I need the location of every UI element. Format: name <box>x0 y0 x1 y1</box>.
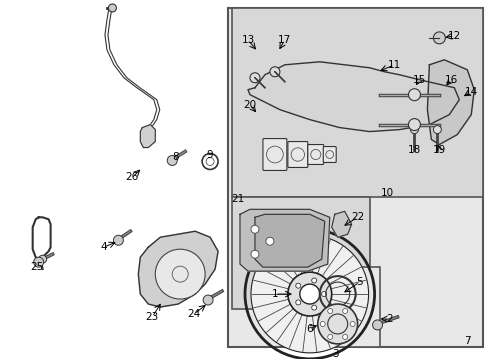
Text: 19: 19 <box>432 144 445 154</box>
Text: 18: 18 <box>407 144 420 154</box>
Text: 9: 9 <box>206 149 213 159</box>
Polygon shape <box>331 211 351 237</box>
Circle shape <box>407 89 420 101</box>
Text: 2: 2 <box>386 314 392 324</box>
Circle shape <box>108 4 116 12</box>
Circle shape <box>113 235 123 245</box>
Circle shape <box>349 321 354 327</box>
Circle shape <box>269 67 279 77</box>
Circle shape <box>34 257 43 267</box>
Circle shape <box>249 73 260 83</box>
Text: 13: 13 <box>241 35 254 45</box>
Circle shape <box>432 126 441 134</box>
Circle shape <box>432 32 445 44</box>
Text: 16: 16 <box>444 75 457 85</box>
Circle shape <box>342 309 347 314</box>
Polygon shape <box>138 231 218 307</box>
Circle shape <box>250 250 259 258</box>
Circle shape <box>155 249 204 299</box>
Text: 24: 24 <box>187 309 201 319</box>
Text: 11: 11 <box>387 60 400 70</box>
Circle shape <box>311 305 316 310</box>
Text: 26: 26 <box>125 172 139 183</box>
FancyBboxPatch shape <box>263 139 286 170</box>
Circle shape <box>372 320 382 330</box>
Text: 10: 10 <box>380 188 393 198</box>
FancyBboxPatch shape <box>323 147 336 162</box>
Circle shape <box>321 292 326 297</box>
Polygon shape <box>140 125 155 148</box>
Polygon shape <box>247 62 458 131</box>
Circle shape <box>265 237 273 245</box>
Text: 6: 6 <box>306 324 312 334</box>
Circle shape <box>295 283 300 288</box>
Text: 3: 3 <box>332 349 338 359</box>
Text: 21: 21 <box>231 194 244 204</box>
Text: 14: 14 <box>464 87 477 97</box>
Circle shape <box>295 300 300 305</box>
Circle shape <box>317 304 357 344</box>
Polygon shape <box>254 214 324 267</box>
Circle shape <box>327 334 332 339</box>
Circle shape <box>327 309 332 314</box>
Text: 12: 12 <box>447 31 460 41</box>
Circle shape <box>409 126 418 134</box>
Circle shape <box>250 235 368 353</box>
Text: 25: 25 <box>30 262 43 272</box>
Text: 17: 17 <box>278 35 291 45</box>
Text: 4: 4 <box>100 242 106 252</box>
Text: 7: 7 <box>463 336 469 346</box>
Text: 8: 8 <box>172 153 178 162</box>
Circle shape <box>167 156 177 166</box>
FancyBboxPatch shape <box>287 141 307 167</box>
Circle shape <box>250 225 259 233</box>
Polygon shape <box>240 209 329 271</box>
Circle shape <box>203 295 213 305</box>
Text: 22: 22 <box>350 212 364 222</box>
Circle shape <box>342 334 347 339</box>
Circle shape <box>407 118 420 131</box>
Circle shape <box>311 278 316 283</box>
Text: 23: 23 <box>145 312 159 322</box>
Bar <box>227 8 482 347</box>
Circle shape <box>287 272 331 316</box>
Text: 1: 1 <box>271 289 278 299</box>
Circle shape <box>320 321 325 327</box>
Circle shape <box>299 284 319 304</box>
Polygon shape <box>427 60 473 144</box>
Text: 15: 15 <box>412 75 425 85</box>
Circle shape <box>39 255 46 263</box>
Bar <box>294 267 379 347</box>
Bar <box>232 8 482 197</box>
FancyBboxPatch shape <box>307 144 323 165</box>
Text: 20: 20 <box>243 100 256 110</box>
Bar <box>232 197 369 309</box>
Text: 5: 5 <box>356 277 362 287</box>
